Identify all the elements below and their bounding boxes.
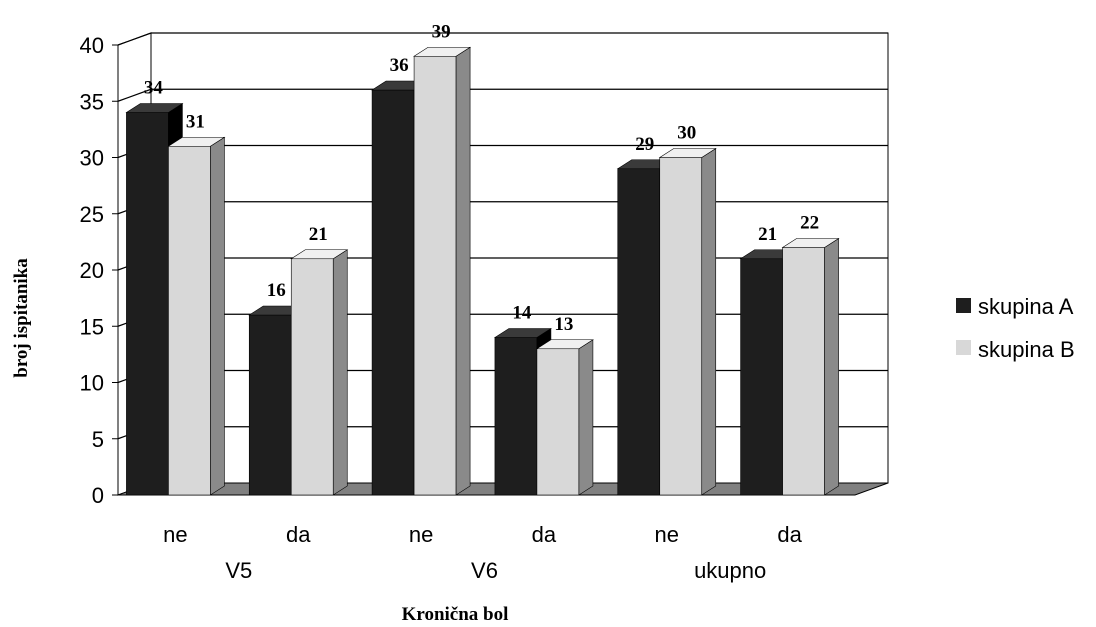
legend-swatch-series-b	[956, 340, 971, 355]
data-label: 14	[512, 303, 532, 324]
bar-top	[290, 249, 349, 260]
bar-side	[332, 249, 348, 496]
gridline	[117, 88, 888, 102]
bar-top	[125, 103, 184, 113]
bar-top	[658, 148, 717, 158]
data-label: 34	[144, 78, 164, 99]
bar-top	[167, 136, 226, 147]
bar-front	[740, 258, 783, 496]
bar	[658, 147, 717, 496]
bar-front	[659, 157, 703, 496]
y-tick-label: 35	[80, 89, 104, 114]
y-axis-ticks: 0 5 10 15 20 25 30 35 40	[80, 33, 118, 508]
bar-front	[126, 112, 169, 496]
data-label: 39	[432, 21, 451, 42]
bar-top	[781, 238, 840, 248]
data-labels: 34 31 16 21 36 39 14 13 29 30 21 22	[144, 21, 819, 335]
data-label: 22	[800, 213, 819, 234]
x-axis-categories: ne da ne da ne da	[163, 522, 802, 547]
bar	[290, 249, 349, 496]
x-group-label: V6	[471, 558, 498, 583]
x-category-label: da	[532, 522, 557, 547]
bars	[125, 46, 840, 496]
bar-side	[701, 147, 717, 496]
bar-front	[248, 314, 292, 496]
gridline	[117, 32, 888, 46]
legend-label-series-a: skupina A	[978, 294, 1074, 319]
y-tick-label: 25	[80, 202, 104, 227]
x-axis-title: Kronična bol	[402, 604, 509, 625]
x-group-label: ukupno	[694, 558, 766, 583]
data-label: 31	[186, 111, 205, 132]
x-group-label: V5	[225, 558, 252, 583]
data-label: 21	[309, 224, 328, 245]
bar-front	[494, 337, 538, 496]
bar-front	[536, 348, 580, 496]
data-label: 36	[390, 55, 409, 76]
bar-front	[617, 168, 661, 496]
bar-front	[413, 55, 457, 496]
bar	[535, 339, 594, 496]
bar-front	[168, 145, 211, 496]
data-label: 30	[677, 123, 696, 144]
bar-side	[455, 46, 471, 496]
y-tick-label: 15	[80, 314, 104, 339]
bar	[167, 136, 226, 496]
x-category-label: ne	[409, 522, 433, 547]
data-label: 16	[267, 280, 286, 301]
x-category-label: ne	[163, 522, 187, 547]
bar-front	[371, 89, 415, 496]
data-label: 13	[554, 314, 573, 335]
x-category-label: da	[286, 522, 311, 547]
bar-side	[210, 136, 225, 496]
bar-side	[824, 237, 839, 496]
x-category-label: da	[777, 522, 802, 547]
bar	[781, 237, 840, 496]
bar-front	[290, 258, 334, 496]
legend: skupina A skupina B	[956, 294, 1075, 362]
legend-swatch-series-a	[956, 298, 971, 313]
y-axis-title: broj ispitanika	[11, 258, 32, 378]
legend-label-series-b: skupina B	[978, 337, 1075, 362]
y-tick-label: 30	[80, 146, 104, 171]
y-tick-label: 40	[80, 33, 104, 58]
y-tick-label: 5	[92, 427, 104, 452]
bar-top	[493, 328, 552, 338]
bar	[413, 46, 472, 496]
x-category-label: ne	[655, 522, 679, 547]
bar-top	[535, 339, 594, 350]
bar-side	[578, 339, 594, 496]
y-tick-label: 10	[80, 371, 104, 396]
y-tick-label: 20	[80, 258, 104, 283]
y-tick-label: 0	[92, 483, 104, 508]
data-label: 21	[758, 224, 777, 245]
x-axis-groups: V5 V6 ukupno	[225, 558, 766, 583]
bar-top	[413, 46, 472, 57]
data-label: 29	[635, 134, 654, 155]
bar-front	[782, 247, 825, 496]
